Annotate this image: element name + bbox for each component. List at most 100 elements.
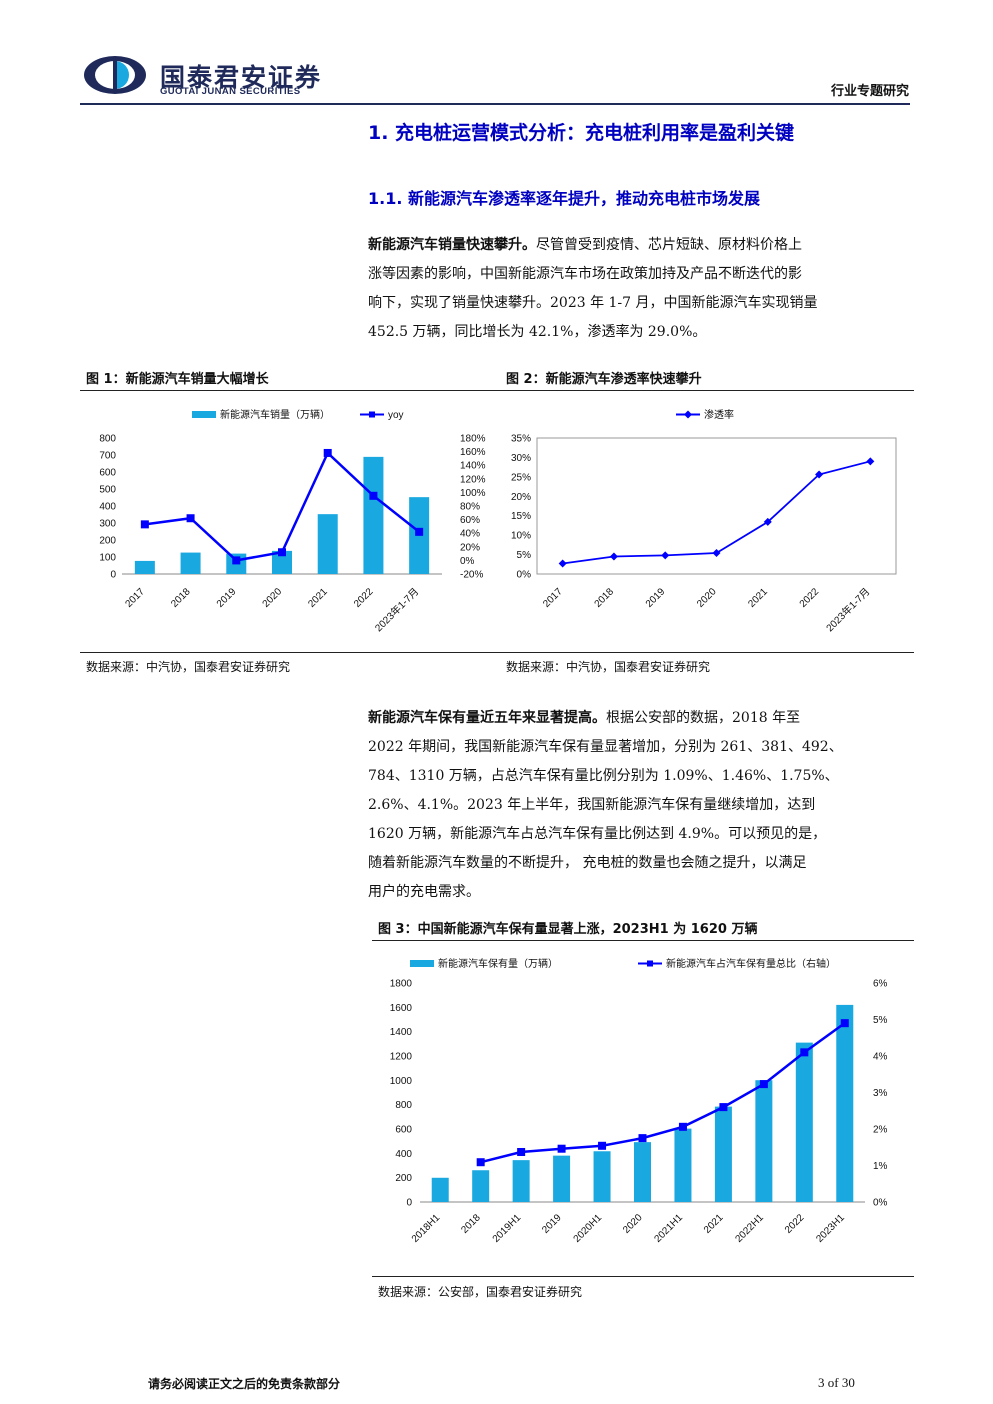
legend-label: 新能源汽车销量（万辆） <box>220 408 330 421</box>
subsection-heading: 1.1. 新能源汽车渗透率逐年提升，推动充电桩市场发展 <box>368 189 760 208</box>
text-line: 响下，实现了销量快速攀升。2023 年 1-7 月，中国新能源汽车实现销量 <box>368 295 818 311</box>
text-line: 2022 年期间，我国新能源汽车保有量显著增加，分别为 261、381、492、 <box>368 739 843 755</box>
y-right-tick-label: 100% <box>460 488 486 499</box>
y-left-tick-label: 800 <box>395 1100 412 1111</box>
bar <box>272 550 292 574</box>
chart-penetration-rate: 0% 5% 10% 15% 20% 25% 30% 35% 2017 2018 2019 2020 20… <box>511 408 897 634</box>
text-line: 452.5 万辆，同比增长为 42.1%，渗透率为 29.0%。 <box>368 324 707 340</box>
y-left-tick-label: 800 <box>99 434 116 445</box>
y-left-tick-label: 600 <box>99 468 116 479</box>
bar <box>512 1160 530 1202</box>
bar <box>674 1128 692 1202</box>
paragraph-ownership: 新能源汽车保有量近五年来显著提高。根据公安部的数据，2018 年至 2022 年… <box>368 704 912 907</box>
y-right-tick-label: 80% <box>460 502 480 513</box>
chart-ownership: 0 200 400 600 800 1000 1200 1400 1600 1800 0% 1% 2% 3… <box>390 957 888 1245</box>
y-right-tick-label: 1% <box>873 1161 888 1172</box>
point-yoy <box>415 527 424 536</box>
figure-2-source: 数据来源：中汽协，国泰君安证券研究 <box>506 660 711 674</box>
text-line: 随着新能源汽车数量的不断提升， 充电桩的数量也会随之提升，以满足 <box>368 855 807 871</box>
point-share <box>557 1144 566 1153</box>
bar <box>431 1177 449 1202</box>
bar <box>795 1042 813 1202</box>
y-left-tick-label: 1600 <box>390 1003 413 1014</box>
point-penetration <box>661 551 670 560</box>
point-share <box>476 1158 485 1167</box>
y-left-tick-label: 200 <box>395 1173 412 1184</box>
y-right-tick-label: 2% <box>873 1125 888 1136</box>
legend-label: yoy <box>388 410 404 421</box>
point-yoy <box>369 491 378 500</box>
y-right-tick-label: -20% <box>460 570 483 581</box>
bar <box>714 1106 732 1202</box>
x-tick-label: 2021H1 <box>653 1212 686 1245</box>
y-left-tick-label: 500 <box>99 485 116 496</box>
x-tick-label: 2020 <box>695 586 719 610</box>
y-tick-label: 25% <box>511 472 531 483</box>
y-left-tick-label: 1000 <box>390 1076 413 1087</box>
figure-bottom-rule <box>80 652 914 653</box>
text-line: 尽管曾受到疫情、芯片短缺、原材料价格上 <box>536 237 802 253</box>
y-right-tick-label: 60% <box>460 515 480 526</box>
y-left-tick-label: 0 <box>110 570 116 581</box>
y-right-tick-label: 40% <box>460 529 480 540</box>
figure-3-top-rule <box>372 940 914 941</box>
y-left-tick-label: 600 <box>395 1125 412 1136</box>
text-line: 1620 万辆，新能源汽车占总汽车保有量比例达到 4.9%。可以预见的是， <box>368 826 827 842</box>
paragraph-lead: 新能源汽车销量快速攀升。 <box>368 237 536 253</box>
figure-1-source: 数据来源：中汽协，国泰君安证券研究 <box>86 660 291 674</box>
legend-marker <box>647 960 653 967</box>
point-share <box>517 1147 526 1156</box>
y-right-tick-label: 140% <box>460 461 486 472</box>
x-tick-label: 2018 <box>459 1212 483 1236</box>
x-tick-label: 2017 <box>123 586 147 610</box>
bar <box>317 514 338 574</box>
point-yoy <box>323 448 332 457</box>
y-tick-label: 5% <box>517 550 532 561</box>
y-right-tick-label: 3% <box>873 1088 888 1099</box>
x-tick-label: 2018H1 <box>410 1212 443 1245</box>
paragraph-lead: 新能源汽车保有量近五年来显著提高。 <box>368 710 606 726</box>
brand-name-cn: 国泰君安证券 <box>160 63 323 92</box>
point-yoy <box>186 514 195 523</box>
point-penetration <box>712 549 721 558</box>
text-line: 用户的充电需求。 <box>368 884 480 900</box>
brand-name-en: GUOTAI JUNAN SECURITIES <box>160 86 301 97</box>
legend-swatch-bar <box>410 960 434 967</box>
figure-3-source: 数据来源：公安部，国泰君安证券研究 <box>378 1285 583 1299</box>
y-left-tick-label: 1200 <box>390 1052 413 1063</box>
bar <box>472 1170 490 1202</box>
bar <box>553 1155 571 1202</box>
legend-label: 新能源汽车保有量（万辆） <box>438 957 558 970</box>
report-type: 行业专题研究 <box>830 84 909 99</box>
line-share <box>480 1022 846 1164</box>
y-tick-label: 10% <box>511 531 531 542</box>
point-share <box>678 1122 687 1131</box>
point-share <box>800 1048 809 1057</box>
x-tick-label: 2023年1-7月 <box>372 585 421 634</box>
point-yoy <box>140 520 149 529</box>
y-right-tick-label: 20% <box>460 542 480 553</box>
bar <box>634 1142 651 1202</box>
point-share <box>598 1141 607 1150</box>
figure-top-rule <box>80 390 914 391</box>
x-tick-label: 2017 <box>541 586 565 610</box>
company-logo-icon <box>84 56 146 94</box>
y-right-tick-label: 180% <box>460 434 486 445</box>
legend-label: 渗透率 <box>704 408 734 421</box>
bar <box>363 456 384 574</box>
paragraph-sales: 新能源汽车销量快速攀升。尽管曾受到疫情、芯片短缺、原材料价格上 涨等因素的影响，… <box>368 231 912 347</box>
text-line: 784、1310 万辆，占总汽车保有量比例分别为 1.09%、1.46%、1.7… <box>368 768 839 784</box>
x-tick-label: 2021 <box>306 586 330 610</box>
figure-3-bottom-rule <box>372 1276 914 1277</box>
header-divider <box>80 103 910 105</box>
x-tick-label: 2018 <box>169 586 193 610</box>
footer-disclaimer: 请务必阅读正文之后的免责条款部分 <box>148 1377 341 1391</box>
y-right-tick-label: 0% <box>873 1198 888 1209</box>
y-right-tick-label: 0% <box>460 556 475 567</box>
bar <box>134 560 155 574</box>
x-tick-label: 2023年1-7月 <box>823 585 872 634</box>
y-tick-label: 20% <box>511 492 531 503</box>
y-left-tick-label: 0 <box>406 1198 412 1209</box>
plot-area <box>536 437 897 575</box>
bar <box>836 1004 854 1202</box>
